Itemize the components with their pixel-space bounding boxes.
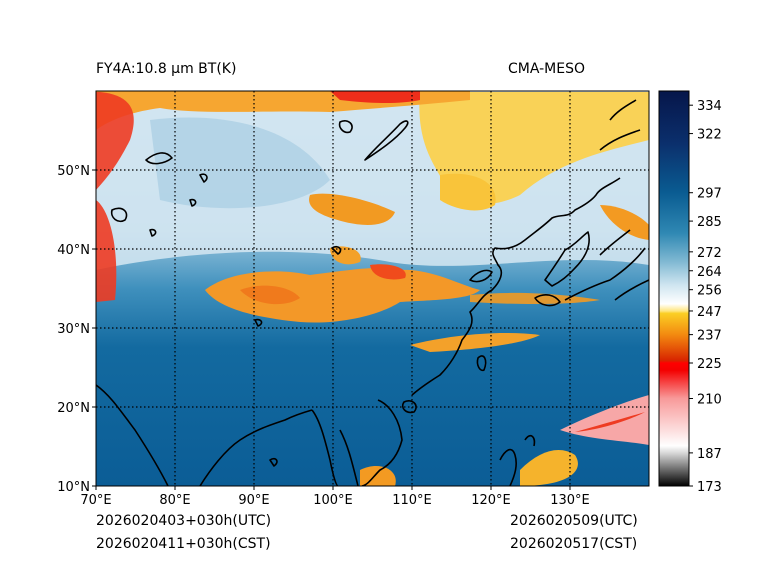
cloud-red-north [330, 91, 420, 103]
coast-philippines [499, 434, 536, 486]
colorbar-tick-label: 264 [697, 265, 722, 280]
init-time-cst: 2026020411+030h(CST) [96, 536, 271, 552]
colorbar-tick-label: 285 [697, 215, 722, 230]
cloud-pacific-red [560, 395, 649, 445]
colorbar-tick-label: 187 [697, 447, 722, 462]
x-tick-label: 100°E [313, 493, 353, 508]
coast-yellow-sea [534, 293, 561, 307]
x-tick-label: 110°E [392, 493, 432, 508]
cloud-mongolia [309, 193, 395, 225]
cloud-band-northeast [419, 92, 649, 205]
y-tick-label: 50°N [57, 164, 90, 179]
coast-korea [544, 231, 590, 287]
coast-hainan [401, 400, 417, 414]
y-tick-label: 10°N [57, 480, 90, 495]
cloud-sichuan-red [370, 264, 406, 280]
map-frame [95, 90, 650, 487]
coast-indochina [339, 399, 403, 486]
y-tick-label: 40°N [57, 243, 90, 258]
y-tick-label: 30°N [57, 322, 90, 337]
colorbar-tick-label: 322 [697, 128, 722, 143]
cloud-west-red [96, 200, 117, 302]
colorbar-tick-label: 247 [697, 305, 722, 320]
cloud-tibet-north [330, 246, 361, 265]
cloud-tibet-core [240, 285, 300, 305]
coast-balkhash [145, 152, 173, 165]
coastlines [96, 99, 649, 486]
coast-bohai [469, 269, 493, 283]
coast-north-lake [338, 120, 353, 134]
y-axis: 10°N 20°N 30°N 40°N 50°N [57, 164, 96, 495]
map-panel [96, 91, 649, 486]
colorbar-tick-label: 272 [697, 246, 722, 261]
cloud-philippines [520, 450, 578, 486]
valid-time-cst: 2026020517(CST) [510, 536, 638, 552]
x-axis: 70°E 80°E 90°E 100°E 110°E 120°E 130°E [80, 486, 590, 508]
colorbar-tick-label: 173 [697, 480, 722, 495]
gridlines [96, 91, 649, 486]
coast-taiwan [476, 355, 487, 372]
colorbar-fill [659, 91, 689, 486]
colorbar-tick-label: 237 [697, 329, 722, 344]
colorbar-tick-label: 210 [697, 392, 722, 407]
x-tick-label: 130°E [550, 493, 590, 508]
colorbar-tick-label: 297 [697, 187, 722, 202]
coast-small-lakes [149, 173, 278, 467]
model-name: CMA-MESO [508, 61, 586, 77]
coast-india [96, 384, 313, 486]
coast-qinghai [331, 245, 342, 255]
cloud-northeast-orange [600, 205, 649, 240]
x-tick-label: 70°E [80, 493, 111, 508]
colorbar: 334 322 297 285 272 264 256 247 237 225 210 187 173 [658, 90, 722, 495]
colorbar-tick-label: 225 [697, 357, 722, 372]
colorbar-tick-label: 256 [697, 284, 722, 299]
x-tick-label: 90°E [238, 493, 269, 508]
colorbar-ticks: 334 322 297 285 272 264 256 247 237 225 210 187 173 [689, 99, 722, 495]
coast-china-east [411, 177, 621, 396]
x-tick-label: 120°E [471, 493, 511, 508]
colorbar-frame [658, 90, 690, 487]
cloud-streak-east [410, 333, 540, 352]
map-title: FY4A:10.8 µm BT(K) [96, 61, 237, 77]
colorbar-tick-label: 334 [697, 99, 722, 114]
init-time-utc: 2026020403+030h(UTC) [96, 513, 272, 529]
valid-time-utc: 2026020509(UTC) [510, 513, 638, 529]
y-tick-label: 20°N [57, 401, 90, 416]
x-tick-label: 80°E [159, 493, 190, 508]
cloud-tibet [205, 267, 480, 323]
coast-bay-bengal [311, 409, 339, 486]
cloud-band-northeast-2 [440, 173, 496, 211]
coast-lake-baikal [364, 120, 409, 161]
coast-japan [564, 229, 649, 301]
mongolia-clear-zone [150, 117, 330, 209]
coast-west-lake [110, 207, 128, 223]
cloud-red-northwest [96, 92, 134, 190]
coast-sakhalin [599, 99, 641, 151]
